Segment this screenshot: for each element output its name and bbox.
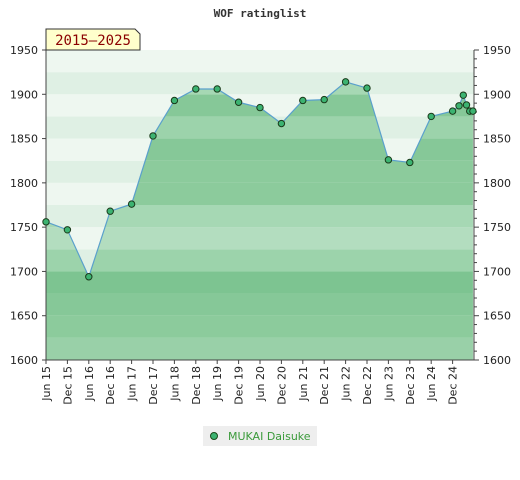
data-point <box>406 158 414 167</box>
area-band <box>46 138 473 161</box>
y-tick-label-left: 1750 <box>10 221 38 234</box>
x-tick-label: Dec 17 <box>147 366 160 405</box>
data-point <box>455 102 463 110</box>
period-badge: 2015–2025 <box>45 28 141 51</box>
data-point <box>170 96 179 105</box>
area-band <box>46 315 473 338</box>
legend-label: MUKAI Daisuke <box>228 430 311 443</box>
y-tick-label-right: 1900 <box>483 88 511 101</box>
data-point <box>427 112 435 121</box>
data-point <box>149 132 157 140</box>
x-tick-label: Dec 15 <box>61 366 74 405</box>
x-tick-label: Dec 21 <box>318 366 331 405</box>
area-band <box>46 249 473 272</box>
period-badge-text: 2015–2025 <box>55 33 131 49</box>
x-tick-label: Jun 24 <box>425 366 438 402</box>
area-band <box>46 293 473 316</box>
data-point <box>256 103 264 112</box>
area-band <box>46 205 473 228</box>
x-tick-label: Jun 16 <box>83 366 96 402</box>
area-band <box>46 337 473 360</box>
data-point <box>85 273 93 281</box>
area-band <box>46 182 473 205</box>
y-tick-label-left: 1900 <box>10 88 38 101</box>
x-tick-label: Dec 18 <box>190 366 203 405</box>
x-tick-label: Jun 22 <box>340 366 353 402</box>
data-point <box>42 218 50 226</box>
x-tick-label: Jun 23 <box>382 366 395 402</box>
band <box>46 72 474 95</box>
band <box>46 50 474 73</box>
y-tick-label-left: 1650 <box>10 310 38 323</box>
legend-box <box>203 426 317 446</box>
legend-marker <box>210 432 218 440</box>
data-point <box>213 85 221 93</box>
data-point <box>320 95 328 104</box>
data-point <box>469 107 477 115</box>
y-tick-label-left: 1800 <box>10 177 38 190</box>
data-point <box>363 84 371 92</box>
y-tick-label-right: 1950 <box>483 44 511 57</box>
data-point <box>341 78 350 86</box>
data-point <box>234 98 243 106</box>
x-tick-label: Dec 24 <box>447 366 460 405</box>
data-point <box>384 156 393 164</box>
y-tick-label-right: 1750 <box>483 221 511 234</box>
data-point <box>63 226 72 234</box>
legend: MUKAI Daisuke <box>203 426 317 446</box>
period-badge-box <box>45 28 141 51</box>
y-tick-label-right: 1800 <box>483 177 511 190</box>
area-band <box>46 160 473 183</box>
data-point <box>277 119 286 128</box>
data-point <box>192 85 200 93</box>
y-tick-label-left: 1700 <box>10 265 38 278</box>
x-tick-label: Jun 17 <box>126 366 139 402</box>
x-tick-label: Jun 19 <box>211 366 224 402</box>
y-tick-label-left: 1600 <box>10 354 38 367</box>
data-point <box>106 207 114 215</box>
y-tick-label-right: 1850 <box>483 133 511 146</box>
data-points <box>42 78 477 281</box>
y-tick-label-left: 1850 <box>10 133 38 146</box>
y-tick-label-right: 1600 <box>483 354 511 367</box>
axes: 1600 1600 1650 1650 1700 1700 1750 1750 1800 1800… <box>10 44 511 405</box>
y-tick-label-left: 1950 <box>10 44 38 57</box>
y-tick-label-right: 1650 <box>483 310 511 323</box>
y-tick-label-right: 1700 <box>483 265 511 278</box>
data-point <box>462 101 471 109</box>
x-tick-label: Jun 15 <box>40 366 53 402</box>
data-point <box>127 200 136 208</box>
x-tick-label: Jun 21 <box>297 366 310 402</box>
data-point <box>448 107 457 115</box>
x-tick-label: Dec 20 <box>275 366 288 405</box>
data-point <box>299 96 307 105</box>
x-tick-label: Jun 18 <box>168 366 181 402</box>
chart-title: WOF ratinglist <box>214 7 307 20</box>
area-band <box>46 227 473 250</box>
data-point <box>459 91 467 99</box>
x-tick-label: Dec 16 <box>104 366 117 405</box>
x-tick-label: Dec 23 <box>404 366 417 405</box>
x-tick-label: Dec 22 <box>361 366 374 405</box>
area-band <box>46 271 473 294</box>
x-tick-label: Jun 20 <box>254 366 267 402</box>
x-tick-label: Dec 19 <box>233 366 246 405</box>
